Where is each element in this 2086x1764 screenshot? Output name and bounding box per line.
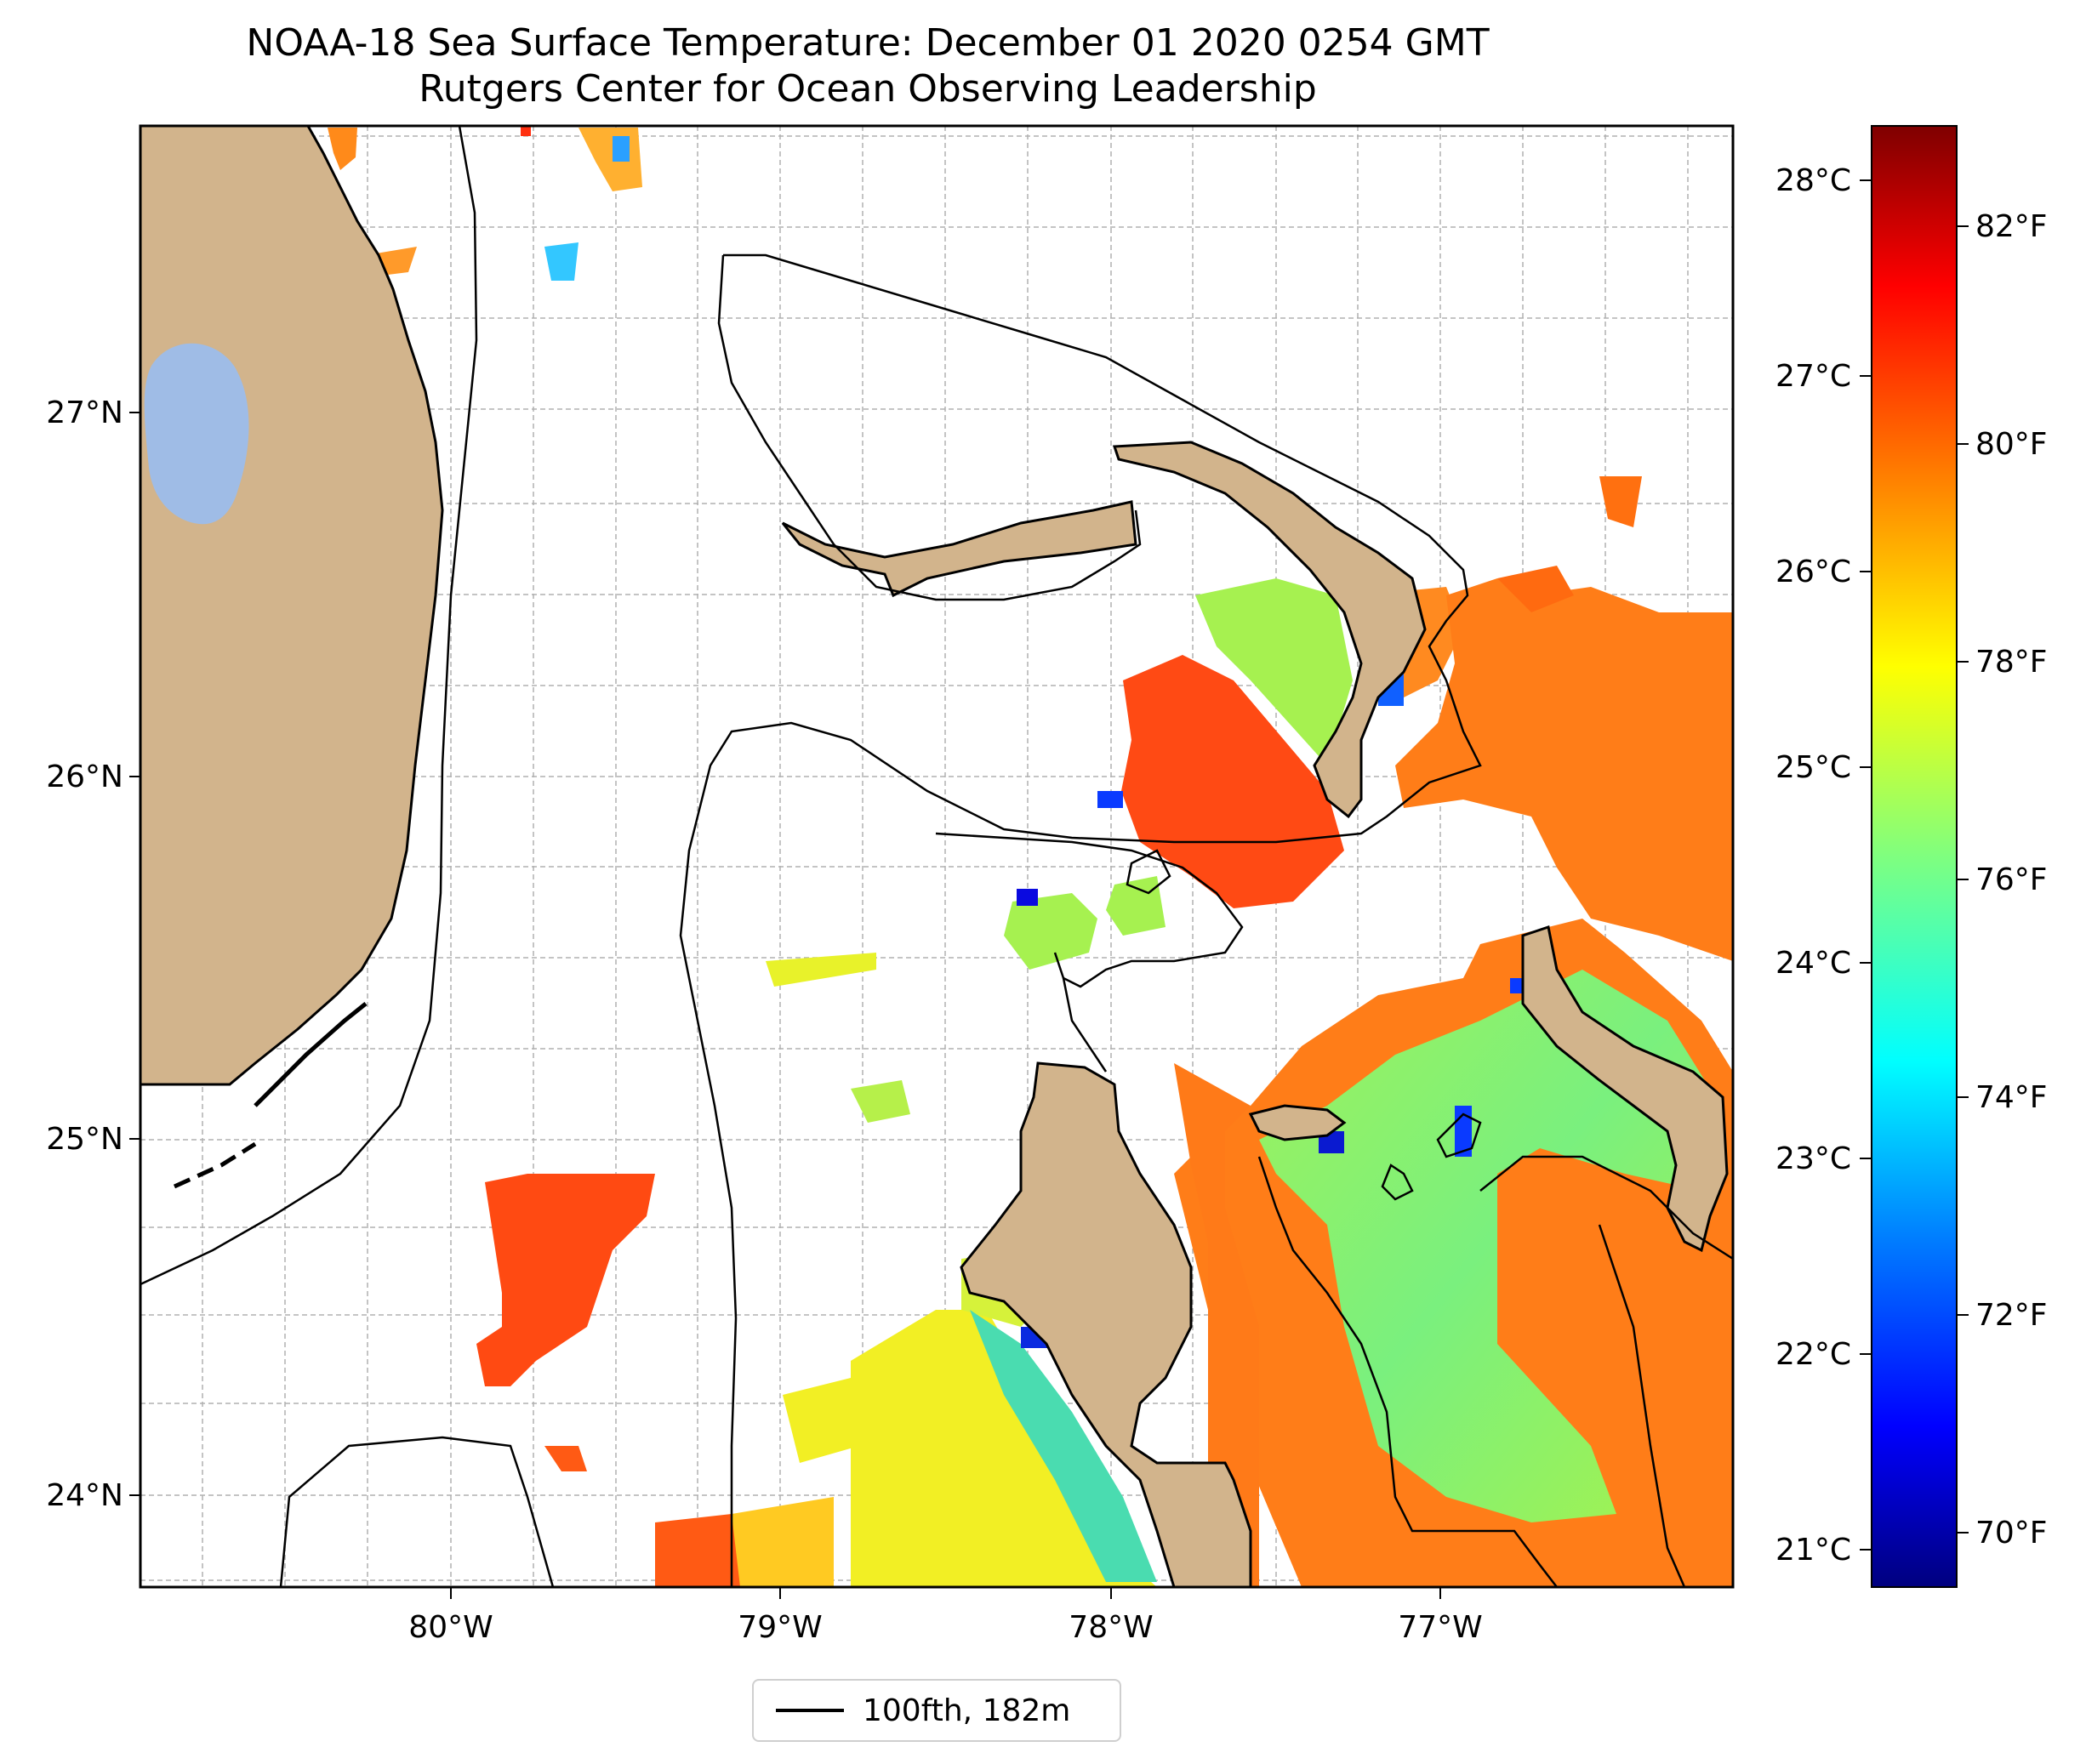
colorbar-fahrenheit-axis: 82°F 80°F 78°F 76°F 74°F 72°F 70°F xyxy=(1957,209,2048,1551)
lon-tick-label: 78°W xyxy=(1069,1610,1153,1645)
fahrenheit-tick-label: 82°F xyxy=(1975,209,2048,244)
fahrenheit-tick-label: 70°F xyxy=(1975,1516,2048,1551)
celsius-tick-label: 24°C xyxy=(1775,946,1851,981)
fahrenheit-tick-label: 80°F xyxy=(1975,427,2048,462)
lon-axis: 80°W 79°W 78°W 77°W xyxy=(408,1587,1483,1645)
florida-keys xyxy=(254,1002,368,1107)
celsius-tick-label: 21°C xyxy=(1775,1533,1851,1568)
florida-keys-west xyxy=(173,1141,257,1189)
lake-okeechobee-overlay xyxy=(144,343,249,525)
chart-title: NOAA-18 Sea Surface Temperature: Decembe… xyxy=(246,21,1490,65)
fahrenheit-tick-label: 76°F xyxy=(1975,862,2048,897)
lat-axis: 27°N 26°N 25°N 24°N xyxy=(46,395,140,1513)
lon-tick-label: 80°W xyxy=(408,1610,493,1645)
andros-land xyxy=(960,1061,1252,1587)
map-border xyxy=(139,124,1735,1589)
lat-tick-label: 26°N xyxy=(46,760,123,794)
sst-field xyxy=(204,126,1733,1587)
lat-tick-label: 24°N xyxy=(46,1478,123,1513)
map-legend: 100fth, 182m xyxy=(752,1679,1121,1742)
lat-tick-label: 27°N xyxy=(46,395,123,430)
celsius-tick-label: 25°C xyxy=(1775,750,1851,785)
celsius-tick-label: 27°C xyxy=(1775,359,1851,394)
new-providence-land xyxy=(1248,1104,1347,1141)
isobath-100fth xyxy=(140,126,1733,1587)
grand-bahama-land xyxy=(781,500,1137,598)
legend-label: 100fth, 182m xyxy=(863,1693,1071,1728)
celsius-tick-label: 26°C xyxy=(1775,555,1851,589)
fahrenheit-tick-label: 72°F xyxy=(1975,1298,2048,1333)
lon-tick-label: 77°W xyxy=(1398,1610,1482,1645)
chart-subtitle: Rutgers Center for Ocean Observing Leade… xyxy=(419,67,1317,111)
fahrenheit-tick-label: 74°F xyxy=(1975,1080,2048,1115)
isobath-line-swatch xyxy=(776,1709,844,1712)
celsius-tick-label: 23°C xyxy=(1775,1141,1851,1176)
eleuthera-land xyxy=(1521,925,1729,1253)
celsius-tick-label: 28°C xyxy=(1775,163,1851,198)
fahrenheit-tick-label: 78°F xyxy=(1975,645,2048,680)
lon-tick-label: 79°W xyxy=(738,1610,822,1645)
colorbar xyxy=(1871,125,1958,1588)
colorbar-celsius-axis: 28°C 27°C 26°C 25°C 24°C 23°C 22°C 21°C xyxy=(1775,163,1872,1568)
abaco-land xyxy=(1112,441,1427,819)
lat-tick-label: 25°N xyxy=(46,1122,123,1157)
celsius-tick-label: 22°C xyxy=(1775,1337,1851,1372)
